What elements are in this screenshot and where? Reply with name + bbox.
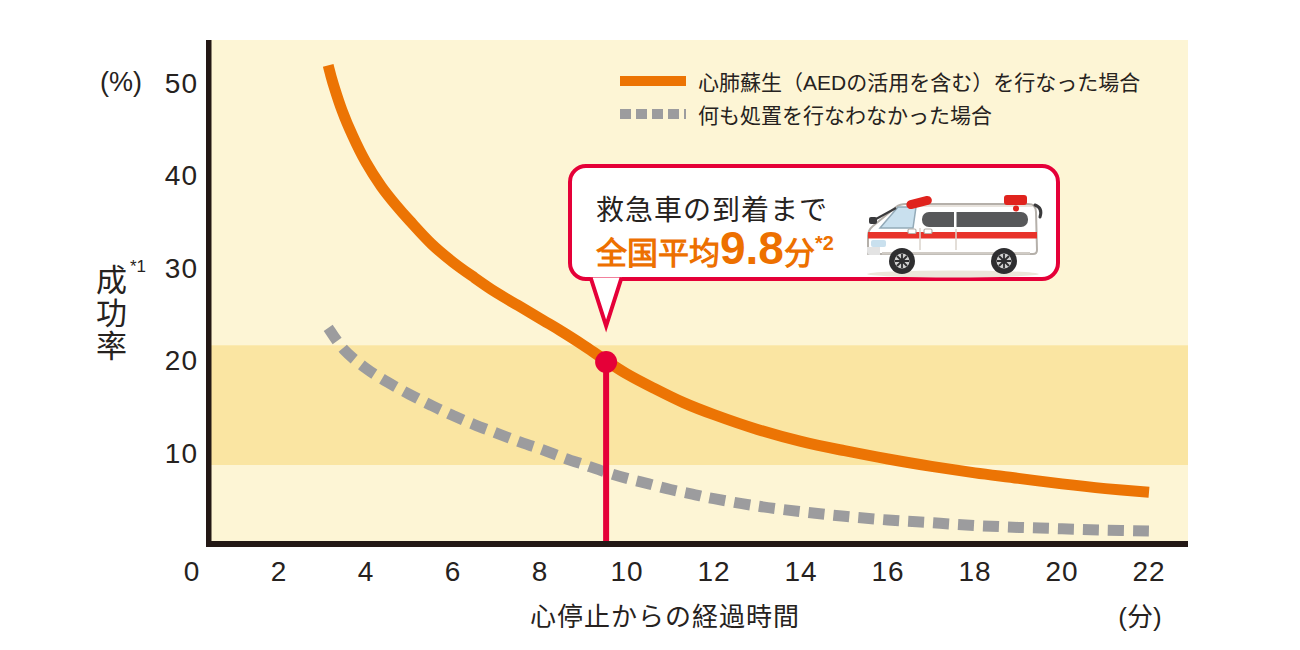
- callout-text-line2: 全国平均9.8分*2: [596, 221, 834, 275]
- x-tick-label: 22: [1109, 556, 1189, 588]
- x-tick-label: 4: [326, 556, 406, 588]
- x-axis-line: [206, 541, 1188, 547]
- y-tick-label: 40: [128, 160, 198, 192]
- callout-value-prefix: 全国平均: [596, 228, 720, 273]
- x-tick-label: 10: [587, 556, 667, 588]
- x-tick-label: 6: [413, 556, 493, 588]
- x-tick-label: 12: [674, 556, 754, 588]
- legend-item-none: 何も処置を行なわなかった場合: [620, 97, 1140, 130]
- y-axis-line: [206, 40, 212, 547]
- marker-dot: [595, 351, 617, 373]
- callout-value-number: 9.8: [720, 221, 784, 275]
- chart: (%) 成功率 *1 1020304050 024681012141618202…: [0, 0, 1300, 650]
- x-tick-label: 8: [500, 556, 580, 588]
- x-tick-label: 20: [1022, 556, 1102, 588]
- y-tick-label: 50: [128, 68, 198, 100]
- y-tick-label: 10: [128, 438, 198, 470]
- callout-value-unit: 分: [784, 228, 815, 273]
- legend-label-cpr: 心肺蘇生（AEDの活用を含む）を行なった場合: [698, 66, 1140, 96]
- x-tick-label: 2: [239, 556, 319, 588]
- x-tick-label: 16: [848, 556, 928, 588]
- legend-swatch-none-line: [620, 109, 686, 119]
- x-tick-label: 18: [935, 556, 1015, 588]
- x-tick-label: 0: [152, 556, 232, 588]
- legend-swatch-cpr-line: [620, 76, 686, 86]
- legend: 心肺蘇生（AEDの活用を含む）を行なった場合 何も処置を行なわなかった場合: [620, 64, 1140, 130]
- x-axis-title: 心停止からの経過時間: [460, 596, 870, 633]
- y-tick-label: 20: [128, 345, 198, 377]
- legend-item-cpr: 心肺蘇生（AEDの活用を含む）を行なった場合: [620, 64, 1140, 97]
- y-tick-label: 30: [128, 253, 198, 285]
- legend-label-none: 何も処置を行なわなかった場合: [698, 99, 992, 129]
- y-axis-title: 成功率: [92, 264, 125, 363]
- ambulance-icon: [856, 192, 1046, 278]
- x-axis-unit: (分): [1100, 596, 1180, 633]
- callout-value-note: *2: [815, 232, 834, 255]
- x-tick-label: 14: [761, 556, 841, 588]
- callout-bubble: 救急車の到着まで 全国平均9.8分*2: [568, 164, 1060, 281]
